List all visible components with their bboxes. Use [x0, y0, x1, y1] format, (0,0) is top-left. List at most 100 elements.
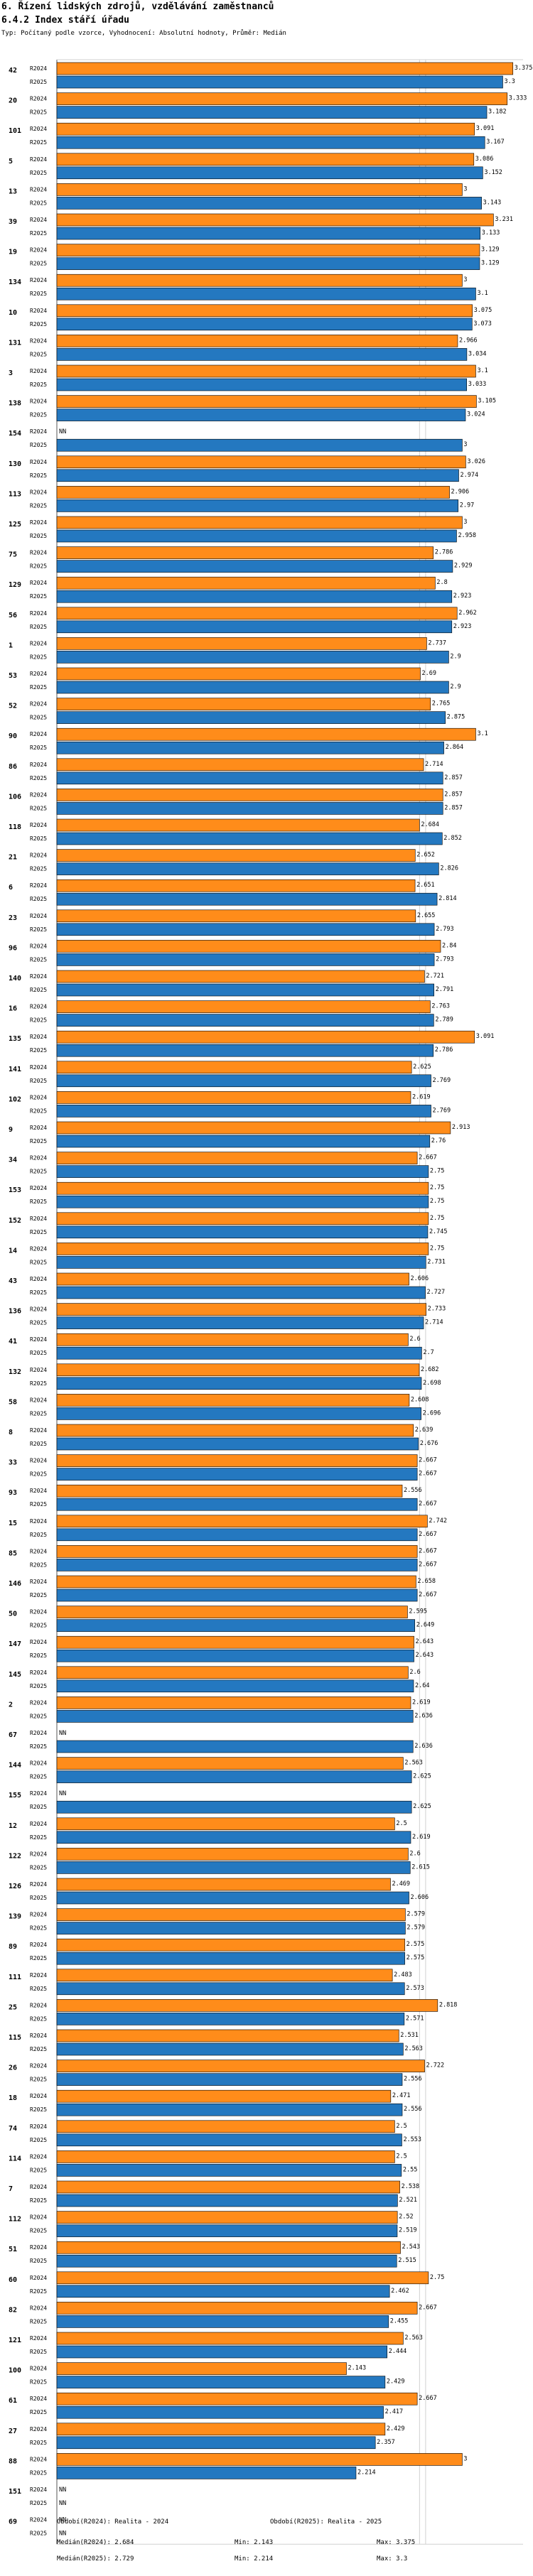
- missing-value-label: NN: [59, 428, 66, 435]
- value-label: 2.745: [429, 1228, 448, 1235]
- series-label: R2024: [30, 913, 47, 919]
- series-label: R2024: [30, 762, 47, 768]
- series-label: R2024: [30, 1730, 47, 1736]
- bar-r2024: [56, 1484, 403, 1498]
- group-label: 138: [9, 400, 21, 408]
- group-label: 129: [9, 581, 21, 589]
- bar-r2025: [56, 2013, 405, 2025]
- series-label: R2024: [30, 1912, 47, 1918]
- bar-r2024: [56, 1515, 428, 1528]
- series-label: R2025: [30, 563, 47, 570]
- series-label: R2024: [30, 1034, 47, 1040]
- group-label: 134: [9, 278, 21, 286]
- series-label: R2024: [30, 2275, 47, 2281]
- series-label: R2025: [30, 2228, 47, 2234]
- series-label: R2025: [30, 1864, 47, 1871]
- value-label: 2.8: [436, 579, 447, 586]
- value-label: 2.531: [400, 2032, 419, 2039]
- bar-r2024: [56, 1878, 391, 1891]
- series-label: R2024: [30, 519, 47, 526]
- series-label: R2025: [30, 533, 47, 539]
- bar-r2025: [56, 378, 468, 391]
- series-label: R2025: [30, 2015, 47, 2022]
- bar-r2025: [56, 1982, 405, 1996]
- value-label: 2.714: [425, 1319, 443, 1326]
- value-label: 3.231: [495, 216, 513, 223]
- bar-r2024: [56, 183, 463, 196]
- series-label: R2025: [30, 502, 47, 509]
- value-label: 2.742: [429, 1517, 447, 1525]
- bar-r2025: [56, 2224, 398, 2237]
- group-label: 101: [9, 127, 21, 135]
- series-label: R2024: [30, 2002, 47, 2008]
- value-label: 2.814: [438, 895, 457, 902]
- series-label: R2025: [30, 2318, 47, 2325]
- group-label: 69: [9, 2518, 17, 2526]
- value-label: 2.791: [436, 986, 454, 993]
- series-label: R2025: [30, 1834, 47, 1841]
- group-label: 58: [9, 1398, 17, 1406]
- group-label: 26: [9, 2064, 17, 2072]
- series-label: R2025: [30, 1592, 47, 1598]
- missing-value-label: NN: [59, 1790, 66, 1797]
- value-label: 2.667: [419, 1457, 437, 1464]
- value-label: 2.75: [430, 2274, 444, 2281]
- value-label: 2.6: [409, 1669, 420, 1676]
- series-label: R2024: [30, 1397, 47, 1403]
- value-label: 2.667: [419, 1500, 437, 1508]
- group-label: 12: [9, 1822, 17, 1830]
- series-label: R2024: [30, 580, 47, 586]
- value-label: 2.563: [404, 2045, 423, 2052]
- value-label: 3.075: [474, 307, 492, 314]
- bar-r2025: [56, 1831, 411, 1844]
- series-label: R2025: [30, 654, 47, 660]
- series-label: R2025: [30, 472, 47, 479]
- bar-r2024: [56, 1848, 409, 1861]
- series-label: R2024: [30, 1216, 47, 1222]
- group-label: 90: [9, 732, 17, 740]
- value-label: 3: [463, 276, 467, 283]
- group-label: 34: [9, 1157, 17, 1164]
- bar-r2024: [56, 1152, 418, 1164]
- value-label: 2.6: [409, 1850, 420, 1857]
- value-label: 2.974: [460, 472, 478, 479]
- value-label: 2.625: [413, 1773, 431, 1780]
- series-label: R2025: [30, 2258, 47, 2264]
- group-label: 89: [9, 1943, 17, 1951]
- value-label: 3.1: [477, 367, 488, 374]
- group-label: 88: [9, 2457, 17, 2465]
- bar-r2025: [56, 651, 449, 664]
- value-label: 2.619: [412, 1093, 431, 1100]
- bar-r2025: [56, 862, 439, 875]
- series-label: R2024: [30, 1185, 47, 1191]
- series-label: R2025: [30, 1410, 47, 1417]
- value-label: 2.608: [411, 1396, 429, 1403]
- value-label: 2.765: [432, 700, 451, 708]
- value-label: 2.64: [415, 1682, 429, 1689]
- value-label: 2.462: [391, 2288, 409, 2295]
- group-label: 153: [9, 1186, 21, 1194]
- series-label: R2024: [30, 156, 47, 163]
- series-label: R2025: [30, 170, 47, 176]
- value-label: 2.553: [403, 2136, 421, 2143]
- bar-r2025: [56, 2164, 402, 2177]
- value-label: 3.1: [477, 730, 488, 737]
- bar-r2025: [56, 1619, 415, 1632]
- series-label: R2024: [30, 1276, 47, 1282]
- bar-r2025: [56, 2285, 390, 2298]
- bar-r2025: [56, 2345, 388, 2359]
- value-label: 2.636: [414, 1712, 433, 1719]
- bar-r2025: [56, 1286, 426, 1299]
- value-label: 3: [463, 2455, 467, 2462]
- bar-r2024: [56, 879, 416, 892]
- group-label: 86: [9, 763, 17, 771]
- value-label: 2.543: [402, 2244, 421, 2251]
- series-label: R2025: [30, 866, 47, 872]
- bar-r2025: [56, 469, 459, 482]
- group-label: 14: [9, 1247, 17, 1255]
- bar-r2025: [56, 1437, 419, 1451]
- bar-r2025: [56, 2467, 357, 2479]
- value-label: 2.625: [413, 1064, 431, 1071]
- value-label: 2.556: [404, 1487, 422, 1494]
- series-label: R2024: [30, 217, 47, 223]
